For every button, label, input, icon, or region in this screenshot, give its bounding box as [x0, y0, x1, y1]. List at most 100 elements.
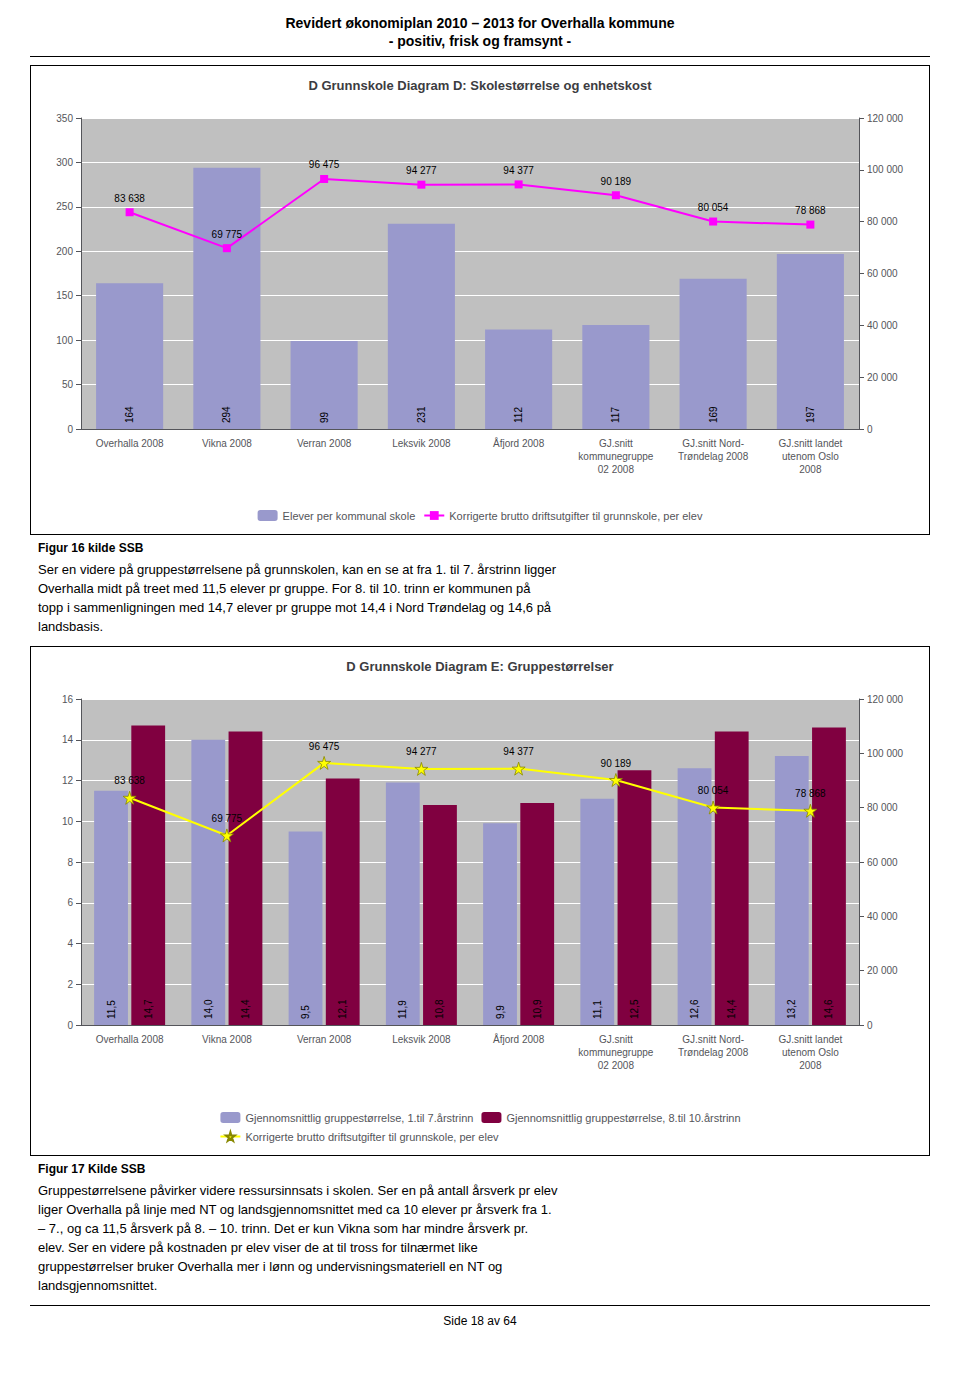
svg-text:100 000: 100 000 [867, 164, 904, 175]
svg-text:200: 200 [56, 246, 73, 257]
svg-text:GJ.snitt Nord-: GJ.snitt Nord- [682, 1034, 744, 1045]
svg-text:12: 12 [62, 775, 74, 786]
svg-text:300: 300 [56, 157, 73, 168]
svg-text:Åfjord 2008: Åfjord 2008 [493, 437, 545, 449]
svg-text:2008: 2008 [799, 1060, 822, 1071]
svg-text:0: 0 [67, 1020, 73, 1031]
svg-text:GJ.snitt landet: GJ.snitt landet [778, 438, 842, 449]
svg-text:11,5: 11,5 [106, 1000, 117, 1019]
svg-text:60 000: 60 000 [867, 268, 898, 279]
svg-text:Overhalla 2008: Overhalla 2008 [96, 438, 164, 449]
svg-text:GJ.snitt Nord-: GJ.snitt Nord- [682, 438, 744, 449]
svg-text:90 189: 90 189 [601, 176, 632, 187]
svg-text:99: 99 [319, 411, 330, 423]
svg-text:GJ.snitt landet: GJ.snitt landet [778, 1034, 842, 1045]
svg-text:02 2008: 02 2008 [598, 1060, 635, 1071]
svg-text:100 000: 100 000 [867, 748, 904, 759]
svg-text:Verran 2008: Verran 2008 [297, 1034, 352, 1045]
svg-text:Overhalla 2008: Overhalla 2008 [96, 1034, 164, 1045]
svg-text:117: 117 [610, 407, 621, 423]
svg-text:169: 169 [708, 406, 719, 423]
svg-text:96 475: 96 475 [309, 159, 340, 170]
svg-text:Leksvik 2008: Leksvik 2008 [392, 438, 451, 449]
svg-text:150: 150 [56, 290, 73, 301]
svg-text:Verran 2008: Verran 2008 [297, 438, 352, 449]
svg-text:40 000: 40 000 [867, 911, 898, 922]
svg-text:12,5: 12,5 [629, 999, 640, 1019]
svg-text:12,1: 12,1 [337, 999, 348, 1019]
svg-text:40 000: 40 000 [867, 320, 898, 331]
svg-text:11,9: 11,9 [397, 1000, 408, 1019]
svg-text:Leksvik 2008: Leksvik 2008 [392, 1034, 451, 1045]
svg-text:350: 350 [56, 113, 73, 124]
svg-text:69 775: 69 775 [212, 229, 243, 240]
svg-text:9,9: 9,9 [495, 1005, 506, 1019]
svg-text:14,4: 14,4 [726, 999, 737, 1019]
svg-text:utenom Oslo: utenom Oslo [782, 451, 839, 462]
svg-text:60 000: 60 000 [867, 857, 898, 868]
svg-text:13,2: 13,2 [786, 999, 797, 1019]
svg-text:2: 2 [67, 979, 73, 990]
svg-text:83 638: 83 638 [114, 193, 145, 204]
svg-text:14,6: 14,6 [823, 999, 834, 1019]
svg-text:4: 4 [67, 938, 73, 949]
svg-text:10: 10 [62, 816, 74, 827]
svg-text:90 189: 90 189 [601, 758, 632, 769]
svg-text:kommunegruppe: kommunegruppe [578, 451, 653, 462]
svg-text:80 054: 80 054 [698, 785, 729, 796]
svg-text:Trøndelag 2008: Trøndelag 2008 [678, 451, 749, 462]
svg-text:78 868: 78 868 [795, 205, 826, 216]
svg-text:Korrigerte brutto driftsutgift: Korrigerte brutto driftsutgifter til gru… [245, 1131, 499, 1143]
svg-text:Vikna 2008: Vikna 2008 [202, 1034, 252, 1045]
svg-text:2008: 2008 [799, 464, 822, 475]
svg-text:80 000: 80 000 [867, 803, 898, 814]
svg-text:Gjennomsnittlig gruppestørrels: Gjennomsnittlig gruppestørrelse, 1.til 7… [245, 1112, 473, 1124]
svg-text:96 475: 96 475 [309, 741, 340, 752]
svg-text:Elever per kommunal skole: Elever per kommunal skole [283, 510, 416, 522]
svg-text:50: 50 [62, 379, 74, 390]
svg-text:11,1: 11,1 [592, 1000, 603, 1019]
svg-text:94 377: 94 377 [503, 747, 534, 758]
svg-text:94 277: 94 277 [406, 747, 437, 758]
svg-text:94 377: 94 377 [503, 165, 534, 176]
svg-text:78 868: 78 868 [795, 789, 826, 800]
svg-text:10,8: 10,8 [434, 999, 445, 1019]
svg-text:14,7: 14,7 [143, 999, 154, 1019]
svg-text:kommunegruppe: kommunegruppe [578, 1047, 653, 1058]
svg-text:80 000: 80 000 [867, 216, 898, 227]
svg-text:231: 231 [416, 406, 427, 423]
svg-text:120 000: 120 000 [867, 113, 904, 124]
svg-text:69 775: 69 775 [212, 813, 243, 824]
svg-text:utenom Oslo: utenom Oslo [782, 1047, 839, 1058]
svg-text:83 638: 83 638 [114, 776, 145, 787]
svg-text:Vikna 2008: Vikna 2008 [202, 438, 252, 449]
svg-text:0: 0 [867, 1020, 873, 1031]
svg-text:8: 8 [67, 857, 73, 868]
svg-text:197: 197 [805, 406, 816, 423]
svg-text:Korrigerte brutto driftsutgift: Korrigerte brutto driftsutgifter til gru… [449, 510, 703, 522]
svg-text:GJ.snitt: GJ.snitt [599, 438, 633, 449]
svg-text:GJ.snitt: GJ.snitt [599, 1034, 633, 1045]
svg-text:14,0: 14,0 [203, 999, 214, 1019]
svg-text:94 277: 94 277 [406, 165, 437, 176]
svg-text:14: 14 [62, 735, 74, 746]
svg-text:6: 6 [67, 898, 73, 909]
svg-text:294: 294 [221, 406, 232, 423]
svg-text:14,4: 14,4 [240, 999, 251, 1019]
svg-text:112: 112 [513, 407, 524, 423]
svg-text:16: 16 [62, 694, 74, 705]
svg-text:12,6: 12,6 [689, 999, 700, 1019]
svg-text:D Grunnskole Diagram D: Skoles: D Grunnskole Diagram D: Skolestørrelse o… [308, 78, 652, 93]
svg-text:20 000: 20 000 [867, 372, 898, 383]
svg-text:20 000: 20 000 [867, 966, 898, 977]
svg-text:9,5: 9,5 [300, 1005, 311, 1019]
svg-text:Åfjord 2008: Åfjord 2008 [493, 1033, 545, 1045]
svg-text:02 2008: 02 2008 [598, 464, 635, 475]
svg-text:D Grunnskole Diagram E: Gruppe: D Grunnskole Diagram E: Gruppestørrelser [346, 659, 613, 674]
svg-text:250: 250 [56, 201, 73, 212]
svg-text:Trøndelag 2008: Trøndelag 2008 [678, 1047, 749, 1058]
svg-text:100: 100 [56, 335, 73, 346]
svg-text:Gjennomsnittlig gruppestørrels: Gjennomsnittlig gruppestørrelse, 8.til 1… [506, 1112, 740, 1124]
svg-text:120 000: 120 000 [867, 694, 904, 705]
svg-text:0: 0 [67, 424, 73, 435]
